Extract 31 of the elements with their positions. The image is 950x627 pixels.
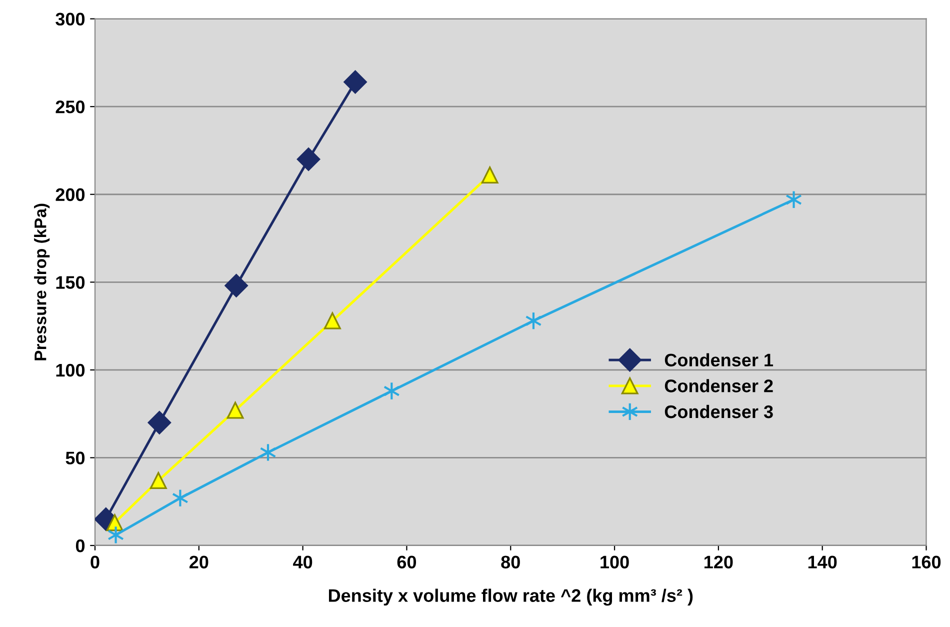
- x-tick-label: 140: [808, 556, 837, 568]
- point: [481, 166, 498, 184]
- y-tick-label: 200: [56, 188, 85, 202]
- legend-label: Condenser 1: [664, 353, 774, 366]
- legend-label: Condenser 2: [664, 379, 773, 392]
- x-tick-label: 80: [501, 556, 520, 568]
- x-tick-label: 60: [397, 556, 416, 568]
- x-tick-label: 20: [189, 556, 208, 568]
- y-tick-label: 100: [56, 364, 85, 377]
- y-tick-label: 50: [66, 452, 85, 464]
- y-tick-label: 300: [56, 12, 85, 26]
- y-tick-label: 250: [56, 100, 85, 114]
- y-tick-label: 0: [76, 539, 85, 552]
- point: [324, 312, 341, 330]
- point: [108, 526, 124, 544]
- point: [226, 402, 244, 419]
- point: [150, 472, 167, 490]
- y-axis-title: Pressure drop (kPa): [34, 204, 50, 360]
- x-tick-label: 40: [293, 556, 312, 568]
- x-tick-label: 120: [704, 556, 733, 568]
- point: [224, 274, 248, 298]
- y-tick-label: 150: [56, 276, 85, 289]
- legend-label: Condenser 3: [664, 404, 773, 418]
- point: [786, 190, 802, 210]
- point: [148, 410, 172, 434]
- x-axis-title: Density x volume flow rate ^2 (kg mm³ /s² ): [328, 588, 693, 606]
- point: [296, 148, 320, 171]
- x-tick-label: 100: [600, 556, 629, 568]
- x-tick-label: 0: [90, 556, 100, 568]
- x-tick-label: 160: [912, 556, 941, 568]
- point: [344, 70, 367, 94]
